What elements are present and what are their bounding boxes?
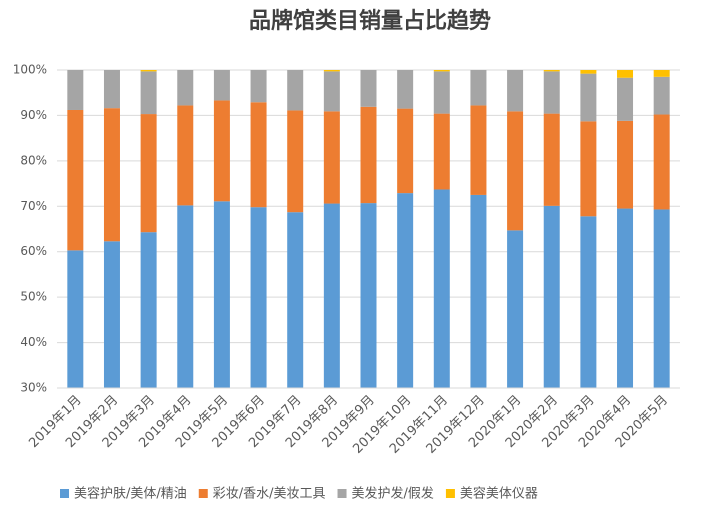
bar-segment (103, 70, 120, 109)
bar-segment (433, 71, 450, 114)
bar-segment (140, 232, 157, 388)
y-tick-label: 100% (13, 63, 47, 77)
bar-segment (543, 71, 560, 114)
legend-label: 美容美体仪器 (460, 486, 538, 502)
bar-segment (653, 209, 670, 388)
bar-segment (507, 70, 524, 112)
bar-segment (213, 100, 230, 202)
bar-segment (470, 70, 487, 106)
bar-segment (287, 70, 304, 111)
bar-segment (140, 114, 157, 233)
bar-segment (323, 71, 340, 112)
bar-segment (617, 70, 634, 78)
bar-segment (543, 70, 560, 72)
bar-segment (543, 205, 560, 388)
bar-segment (177, 70, 194, 106)
bar-segment (250, 102, 267, 208)
bar-segment (67, 250, 84, 388)
bar-segment (580, 121, 597, 217)
bar-segment (580, 216, 597, 388)
bar-segment (177, 105, 194, 206)
bar-segment (323, 70, 340, 72)
bar-segment (213, 70, 230, 101)
bar-segment (323, 111, 340, 204)
bar-segment (470, 194, 487, 388)
bar-segment (103, 108, 120, 242)
y-tick-label: 70% (20, 199, 47, 213)
bar-segment (360, 106, 377, 204)
legend-label: 美发护发/假发 (352, 486, 434, 502)
bar-segment (617, 208, 634, 388)
bar-segment (653, 114, 670, 210)
bar-segment (433, 113, 450, 190)
bar-segment (67, 109, 84, 251)
legend-swatch (337, 489, 347, 498)
bar-segment (287, 110, 304, 213)
bar-segment (580, 70, 597, 74)
y-tick-label: 60% (20, 244, 47, 258)
legend-swatch (60, 489, 69, 498)
bar-segment (433, 70, 450, 72)
bar-segment (360, 70, 377, 107)
bar-segment (397, 108, 414, 194)
y-tick-label: 30% (20, 381, 47, 395)
bar-segment (653, 70, 670, 77)
bar-segment (433, 189, 450, 388)
bar-segment (140, 70, 157, 72)
bar-segment (67, 70, 84, 110)
bar-segment (140, 71, 157, 115)
y-tick-label: 80% (20, 153, 47, 167)
bar-segment (250, 207, 267, 388)
legend-label: 彩妆/香水/美妆工具 (213, 487, 326, 502)
bar-segment (360, 203, 377, 388)
bar-segment (287, 212, 304, 388)
bar-segment (470, 105, 487, 195)
legend-label: 美容护肤/美体/精油 (74, 486, 187, 502)
bar-segment (617, 120, 634, 209)
bar-segment (177, 205, 194, 388)
bar-segment (543, 113, 560, 206)
bar-segment (580, 73, 597, 122)
legend-swatch (198, 489, 208, 498)
bar-segment (397, 193, 414, 388)
bar-segment (653, 76, 670, 115)
y-tick-label: 90% (20, 108, 47, 122)
chart-title: 品牌馆类目销量占比趋势 (249, 8, 491, 34)
legend-swatch (445, 489, 455, 498)
bar-segment (617, 77, 634, 121)
bar-segment (507, 230, 524, 388)
bar-segment (323, 203, 340, 388)
bar-segment (250, 70, 267, 103)
bar-segment (213, 201, 230, 388)
y-tick-label: 40% (20, 335, 47, 349)
bar-segment (103, 241, 120, 388)
bar-segment (507, 111, 524, 231)
y-tick-label: 50% (20, 290, 47, 304)
bar-segment (397, 70, 414, 109)
